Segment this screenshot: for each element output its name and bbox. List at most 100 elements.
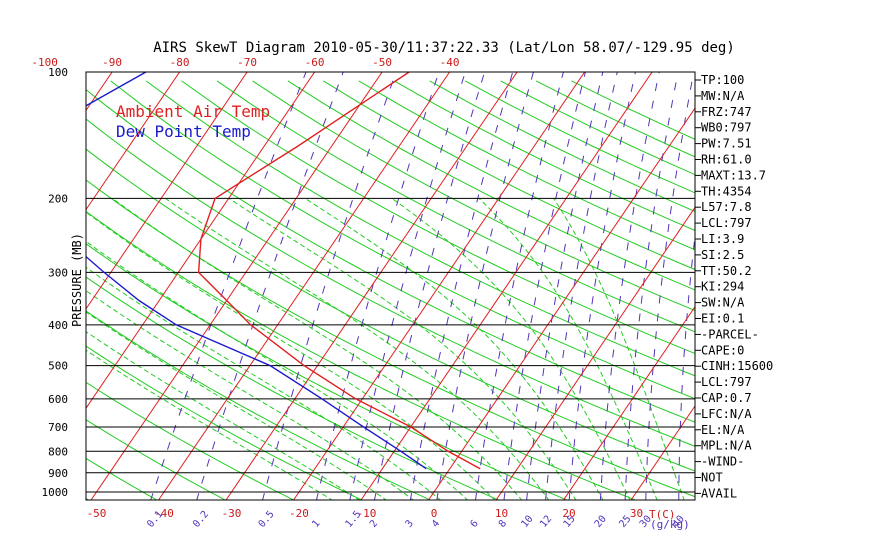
- mixing-ratio-line: [526, 72, 604, 500]
- mixing-ratio-label: (g/kg): [650, 518, 690, 531]
- index-entry: -PARCEL-: [701, 327, 759, 341]
- mixing-ratio-line: [568, 72, 636, 500]
- moist-adiabat: [86, 240, 469, 500]
- bottom-temp-tick-label: 10: [495, 507, 508, 520]
- mixing-ratio-tick-label: 20: [593, 514, 609, 530]
- grid-lines: [0, 63, 870, 501]
- top-temperature-axis: -120-110-100-90-80-70-60-50-40: [31, 56, 460, 69]
- index-entry: PW:7.51: [701, 137, 752, 151]
- mixing-ratio-tick-label: 8: [497, 518, 509, 530]
- index-entry: MPL:N/A: [701, 439, 752, 453]
- mixing-ratio-line: [349, 72, 466, 500]
- y-axis-label: PRESSURE (MB): [70, 233, 84, 327]
- dry-adiabat: [86, 276, 500, 500]
- dry-adiabat: [429, 80, 695, 212]
- dry-adiabat: [86, 88, 695, 423]
- moist-adiabat: [86, 349, 333, 500]
- pressure-tick-label: 1000: [42, 486, 69, 499]
- mixing-ratio-tick-label: 12: [538, 514, 554, 530]
- index-entry: MW:N/A: [701, 89, 745, 103]
- moist-adiabat: [304, 197, 604, 500]
- isotherm: [360, 72, 653, 500]
- isotherm: [90, 72, 383, 500]
- bottom-temp-tick-label: -50: [87, 507, 107, 520]
- moist-adiabat: [86, 266, 442, 500]
- index-entry: -WIND-: [701, 455, 744, 469]
- index-entry: RH:61.0: [701, 153, 752, 167]
- dry-adiabat: [323, 80, 695, 271]
- mixing-ratio-line: [503, 72, 586, 500]
- index-entry: TP:100: [701, 73, 744, 87]
- bottom-temp-tick-label: 20: [562, 507, 575, 520]
- mixing-ratio-line: [545, 72, 618, 500]
- dry-adiabat: [394, 80, 695, 231]
- dry-adiabat: [86, 148, 695, 472]
- pressure-tick-label: 100: [48, 66, 68, 79]
- dry-adiabat: [86, 345, 364, 500]
- mixing-ratio-line: [150, 72, 307, 500]
- isotherm: [833, 63, 870, 501]
- pressure-tick-label: 300: [48, 266, 68, 279]
- bottom-temp-tick-label: -20: [289, 507, 309, 520]
- legend: Ambient Air Temp Dew Point Temp: [116, 102, 270, 141]
- index-entry: KI:294: [701, 280, 744, 294]
- index-entry: EI:0.1: [701, 312, 744, 326]
- mixing-ratio-line: [262, 72, 397, 500]
- top-temp-tick-label: -90: [102, 56, 122, 69]
- mixing-ratio-tick-label: 1: [310, 518, 322, 530]
- mixing-ratio-tick-label: 3: [404, 518, 416, 530]
- mixing-ratio-tick-label: 6: [468, 518, 480, 530]
- bottom-temp-tick-label: 30: [630, 507, 643, 520]
- dry-adiabat: [86, 118, 695, 447]
- index-entry: LCL:797: [701, 375, 752, 389]
- index-entry: LCL:797: [701, 216, 752, 230]
- index-entry: CINH:15600: [701, 359, 773, 373]
- index-entry: FRZ:747: [701, 105, 752, 119]
- moist-adiabat: [86, 290, 415, 500]
- bottom-temperature-axis: -50 -40 -30 -20 -10 0 10 20 30: [87, 507, 644, 520]
- dry-adiabat: [86, 210, 637, 500]
- moist-adiabat: [478, 198, 658, 500]
- pressure-tick-label: 800: [48, 445, 68, 458]
- pressure-tick-label: 700: [48, 421, 68, 434]
- index-entry: L57:7.8: [701, 200, 752, 214]
- top-temp-tick-label: -80: [170, 56, 190, 69]
- index-entry: AVAIL: [701, 486, 737, 500]
- temp-axis-label: T(C): [649, 508, 676, 521]
- isotherm: [292, 72, 586, 500]
- dry-adiabat: [287, 80, 695, 291]
- dry-adiabat: [86, 243, 569, 500]
- mixing-ratio-tick-label: 0.5: [257, 509, 277, 530]
- stability-indices-panel: TP:100 MW:N/A FRZ:747 WB0:797 PW:7.51 RH:61.0…: [695, 73, 773, 500]
- mixing-ratio-tick-label: 2: [368, 518, 380, 530]
- isotherm: [86, 72, 316, 410]
- index-entry: WB0:797: [701, 121, 752, 135]
- moist-adiabat: [86, 331, 360, 500]
- profile-series: [86, 72, 481, 470]
- moist-adiabat: [553, 198, 685, 500]
- bottom-temp-tick-label: 0: [431, 507, 438, 520]
- bottom-temp-tick-label: -40: [154, 507, 174, 520]
- index-entry: TT:50.2: [701, 264, 752, 278]
- index-entry: EL:N/A: [701, 423, 745, 437]
- mixing-ratio-line: [436, 72, 534, 500]
- mixing-ratio-line: [624, 72, 679, 500]
- top-temp-tick-label: -40: [440, 56, 460, 69]
- mixing-ratio-tick-label: 0.2: [191, 509, 211, 530]
- isotherm: [86, 72, 181, 211]
- mixing-ratio-tick-label: 4: [430, 518, 442, 530]
- ambient-air-temp-line: [197, 72, 481, 470]
- dry-adiabat: [252, 80, 695, 312]
- index-entry: LFC:N/A: [701, 407, 752, 421]
- pressure-tick-label: 500: [48, 360, 68, 373]
- index-entry: NOT: [701, 471, 723, 485]
- dry-adiabat: [0, 81, 22, 501]
- index-entry: LI:3.9: [701, 232, 744, 246]
- dry-adiabat: [464, 80, 695, 194]
- top-temp-tick-label: -100: [31, 56, 58, 69]
- isotherm: [0, 63, 51, 501]
- pressure-axis-labels: 100 200 300 400 500 600 700 800 900 1000: [42, 66, 69, 499]
- dew-point-temp-line: [86, 72, 427, 470]
- mixing-ratio-line: [475, 72, 564, 500]
- index-entry: MAXT:13.7: [701, 168, 766, 182]
